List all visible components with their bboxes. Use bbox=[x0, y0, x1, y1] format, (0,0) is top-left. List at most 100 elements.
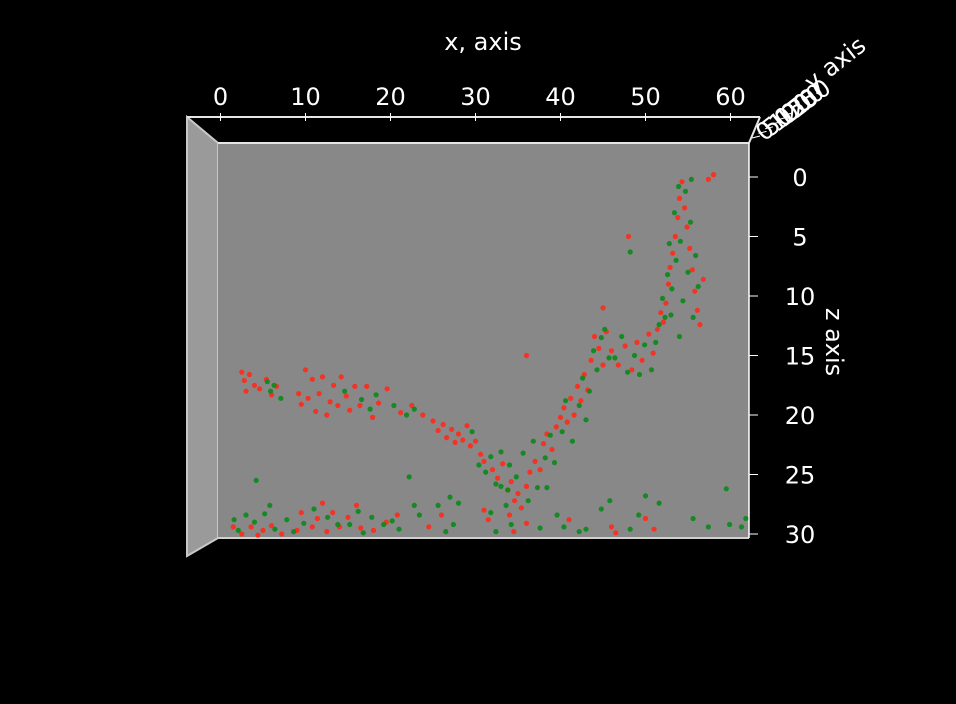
data-point bbox=[352, 383, 358, 389]
data-point bbox=[682, 188, 689, 194]
data-point bbox=[687, 219, 694, 225]
data-point bbox=[481, 458, 487, 464]
data-point bbox=[357, 402, 363, 409]
data-point bbox=[627, 249, 633, 255]
data-point bbox=[568, 395, 574, 401]
data-point bbox=[665, 281, 672, 287]
data-point bbox=[613, 530, 619, 536]
data-point bbox=[602, 326, 608, 332]
data-point bbox=[305, 395, 311, 401]
data-point bbox=[360, 530, 366, 536]
data-point bbox=[301, 520, 307, 526]
data-point bbox=[685, 269, 691, 275]
data-point bbox=[394, 512, 400, 518]
data-point bbox=[420, 412, 426, 418]
data-point bbox=[600, 362, 606, 368]
data-point bbox=[625, 369, 631, 375]
data-point bbox=[298, 401, 304, 407]
data-point bbox=[518, 505, 525, 511]
data-point bbox=[506, 462, 513, 468]
data-point bbox=[455, 431, 462, 437]
data-point bbox=[694, 307, 701, 313]
data-point bbox=[296, 391, 302, 397]
data-point bbox=[549, 446, 555, 453]
data-point bbox=[311, 506, 317, 512]
data-point bbox=[493, 529, 499, 535]
data-point bbox=[500, 461, 506, 467]
data-point bbox=[700, 276, 706, 282]
data-point bbox=[636, 371, 643, 378]
right-top-edge bbox=[748, 116, 761, 144]
z-tick-label: 25 bbox=[785, 462, 816, 490]
data-point bbox=[523, 483, 530, 489]
data-point bbox=[253, 477, 259, 483]
data-point bbox=[513, 474, 519, 480]
data-point bbox=[551, 460, 558, 466]
data-point bbox=[251, 382, 258, 388]
data-point bbox=[677, 238, 684, 244]
data-point bbox=[230, 524, 236, 530]
data-point bbox=[662, 314, 668, 320]
data-point bbox=[658, 310, 664, 316]
y-tick-mark bbox=[764, 126, 774, 130]
data-point bbox=[580, 375, 586, 381]
data-point bbox=[511, 498, 518, 504]
data-point bbox=[689, 267, 695, 273]
data-point bbox=[684, 224, 690, 230]
data-point bbox=[268, 388, 274, 394]
data-point bbox=[583, 417, 589, 423]
data-point bbox=[576, 529, 582, 535]
data-point bbox=[508, 521, 514, 528]
data-point bbox=[705, 176, 712, 182]
data-point bbox=[607, 498, 613, 504]
data-point bbox=[697, 322, 703, 328]
data-point bbox=[495, 475, 501, 481]
data-point bbox=[406, 474, 412, 480]
data-point bbox=[231, 517, 237, 523]
data-point bbox=[260, 527, 266, 534]
data-point bbox=[493, 481, 499, 487]
y-tick-mark bbox=[777, 117, 787, 121]
data-point bbox=[435, 502, 441, 508]
data-point bbox=[262, 511, 268, 517]
data-point bbox=[324, 529, 330, 535]
data-point bbox=[498, 483, 504, 489]
data-point bbox=[438, 512, 445, 518]
data-point bbox=[583, 526, 589, 532]
data-point bbox=[693, 252, 699, 259]
data-point bbox=[690, 314, 696, 320]
data-point bbox=[665, 272, 671, 278]
data-point bbox=[642, 342, 648, 348]
data-point bbox=[416, 512, 422, 518]
y-tick-mark bbox=[758, 130, 767, 134]
data-point bbox=[389, 518, 395, 524]
data-point bbox=[653, 339, 659, 345]
data-point bbox=[447, 494, 453, 500]
data-point bbox=[319, 374, 326, 380]
data-point bbox=[629, 367, 635, 373]
z-tick-label: 15 bbox=[785, 343, 816, 371]
data-point bbox=[316, 391, 322, 397]
data-point bbox=[530, 438, 536, 444]
data-point bbox=[743, 515, 749, 522]
data-point bbox=[367, 406, 373, 412]
data-point bbox=[460, 437, 466, 443]
data-point bbox=[452, 439, 458, 445]
data-point bbox=[396, 526, 402, 532]
data-point bbox=[542, 455, 548, 461]
data-point bbox=[659, 295, 666, 301]
data-point bbox=[636, 512, 642, 518]
data-point bbox=[391, 402, 397, 409]
data-point bbox=[313, 408, 319, 414]
data-point bbox=[324, 412, 330, 418]
data-point bbox=[553, 424, 559, 430]
data-point bbox=[668, 312, 674, 318]
data-point bbox=[547, 432, 553, 438]
y-tick-mark bbox=[751, 135, 761, 139]
data-point bbox=[615, 362, 621, 368]
data-point bbox=[384, 386, 390, 392]
data-point bbox=[672, 233, 678, 240]
data-point bbox=[426, 524, 432, 530]
data-point bbox=[241, 377, 247, 384]
data-point bbox=[564, 419, 570, 425]
